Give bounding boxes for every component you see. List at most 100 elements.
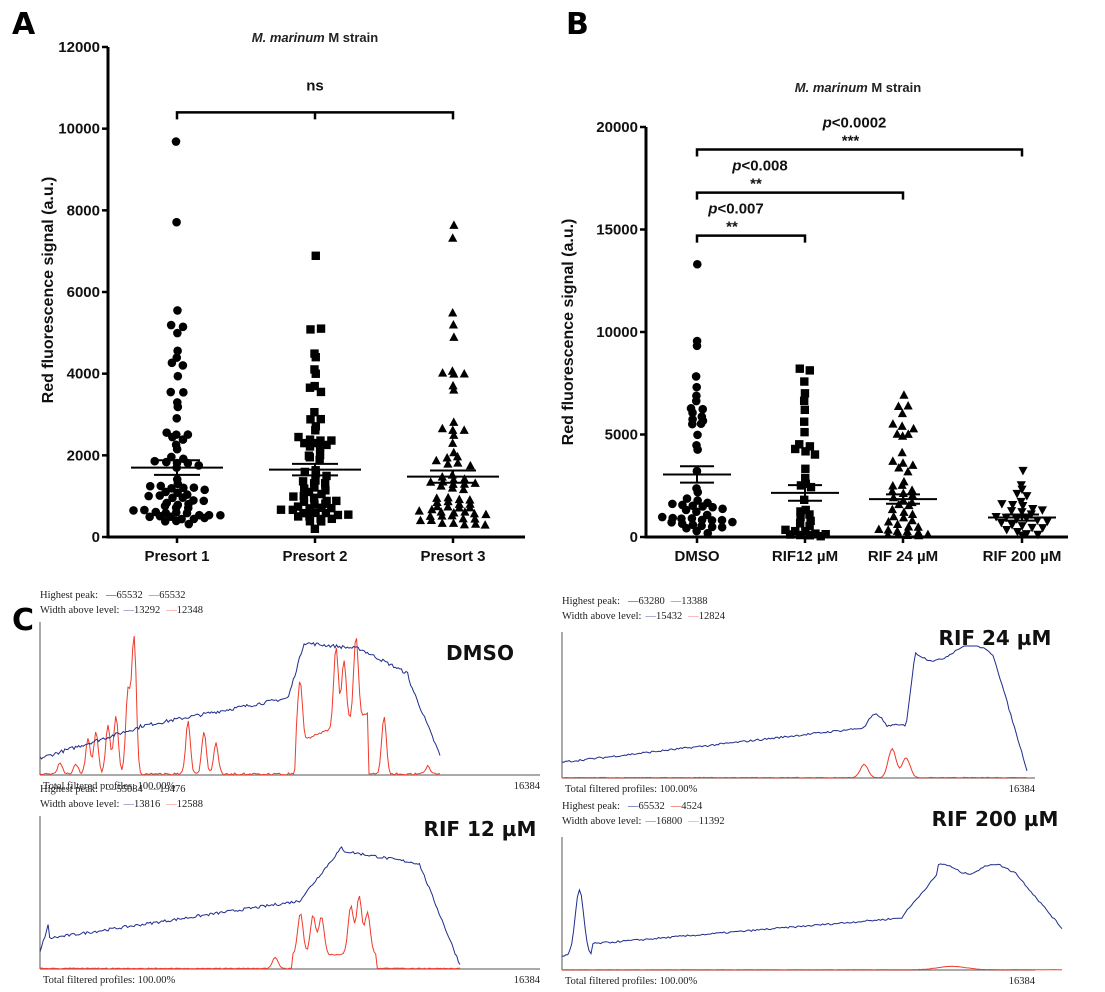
data-point xyxy=(692,526,701,536)
data-point xyxy=(908,460,918,469)
data-point xyxy=(887,486,897,496)
data-point xyxy=(799,396,809,406)
data-point xyxy=(305,504,314,513)
data-point xyxy=(892,519,903,529)
data-point xyxy=(1017,522,1027,531)
data-point xyxy=(796,512,805,522)
data-point xyxy=(166,387,176,397)
data-point xyxy=(805,366,814,375)
width-above-level-row: Width above level: —16800 —11392 xyxy=(562,816,725,827)
red-profile-line xyxy=(39,895,461,970)
data-point xyxy=(178,361,188,370)
data-point xyxy=(692,341,702,351)
panel-b-title-italic: M. marinum xyxy=(795,80,868,95)
data-point xyxy=(310,483,319,492)
data-point xyxy=(316,387,326,397)
data-point xyxy=(293,512,303,521)
data-point xyxy=(306,415,315,424)
data-point xyxy=(447,483,458,492)
data-point xyxy=(805,442,815,451)
data-point xyxy=(1017,508,1027,517)
panel-b-chart: M. marinum M strain Red fluorescence sig… xyxy=(560,80,1068,565)
data-point xyxy=(144,491,153,501)
data-point xyxy=(448,518,459,527)
y-tick-label: 15000 xyxy=(596,222,638,239)
data-point xyxy=(781,525,790,535)
data-point xyxy=(801,479,810,489)
highest-peak-row: Highest peak: —63280 —13388 xyxy=(562,596,708,607)
data-point xyxy=(800,389,810,398)
red-legend-dash: — xyxy=(148,590,160,601)
data-point xyxy=(321,508,331,518)
data-point xyxy=(449,417,459,426)
data-point xyxy=(657,512,667,522)
data-point xyxy=(692,382,702,392)
p-value: <0.0002 xyxy=(832,115,887,132)
profile-chart-4: Highest peak: —65532 —4524 Width above leve… xyxy=(561,801,1063,987)
blue-peak-value: 65532 xyxy=(117,590,143,601)
red-profile-line xyxy=(561,747,1028,779)
highest-peak-label: Highest peak: xyxy=(562,596,620,607)
data-point xyxy=(1033,530,1043,540)
data-point xyxy=(140,505,149,515)
data-point xyxy=(707,516,717,525)
data-point xyxy=(801,505,810,515)
data-point xyxy=(432,493,442,502)
data-point xyxy=(1012,528,1023,537)
data-point xyxy=(310,381,319,391)
data-point xyxy=(691,396,701,406)
data-point xyxy=(687,514,697,523)
x-tick-label: Presort 1 xyxy=(144,548,209,565)
data-point xyxy=(317,503,326,512)
red-width-value: 12824 xyxy=(699,611,726,622)
data-point xyxy=(156,481,166,491)
data-point xyxy=(298,477,308,486)
data-point xyxy=(795,364,804,373)
data-point xyxy=(667,517,676,527)
data-point xyxy=(902,530,912,540)
data-point xyxy=(692,507,701,516)
highest-peak-row: Highest peak: —65532 —4524 xyxy=(562,801,703,812)
data-point xyxy=(806,516,815,526)
total-filtered-profiles: Total filtered profiles: 100.00% xyxy=(43,975,175,986)
panel-a-title-italic: M. marinum xyxy=(252,30,325,45)
data-point xyxy=(799,417,809,426)
total-filtered-profiles: Total filtered profiles: 100.00% xyxy=(565,976,697,987)
red-peak-value: 19476 xyxy=(159,784,185,795)
data-point xyxy=(874,524,884,534)
blue-peak-value: 63280 xyxy=(639,596,665,607)
data-point xyxy=(322,440,331,450)
data-point xyxy=(810,450,820,459)
y-tick-label: 8000 xyxy=(67,202,100,219)
data-point xyxy=(305,383,315,392)
red-width-value: 12348 xyxy=(177,605,203,616)
data-point xyxy=(449,220,459,229)
data-point xyxy=(294,432,303,442)
data-point xyxy=(299,497,309,506)
condition-label: RIF 24 µM xyxy=(939,626,1052,650)
blue-legend-dash: — xyxy=(644,816,656,827)
y-tick-label: 20000 xyxy=(596,119,638,136)
data-point xyxy=(449,369,459,378)
data-point xyxy=(480,520,490,529)
data-point xyxy=(903,400,913,410)
significance-stars: ** xyxy=(726,219,738,236)
blue-legend-dash: — xyxy=(627,596,639,607)
panel-b-title: M. marinum M strain xyxy=(795,80,921,95)
data-point xyxy=(168,493,177,503)
data-point xyxy=(443,501,453,511)
data-point xyxy=(320,478,330,488)
data-point xyxy=(800,405,810,415)
data-point xyxy=(459,368,469,378)
data-point xyxy=(668,499,677,509)
data-point xyxy=(448,438,458,447)
significance-stars: *** xyxy=(842,133,860,150)
significance-bracket xyxy=(695,148,1024,157)
data-point xyxy=(316,414,325,424)
red-legend-dash: — xyxy=(687,611,699,622)
data-point xyxy=(471,519,481,528)
data-point xyxy=(914,530,924,540)
data-point xyxy=(216,510,225,520)
data-point xyxy=(470,514,480,523)
